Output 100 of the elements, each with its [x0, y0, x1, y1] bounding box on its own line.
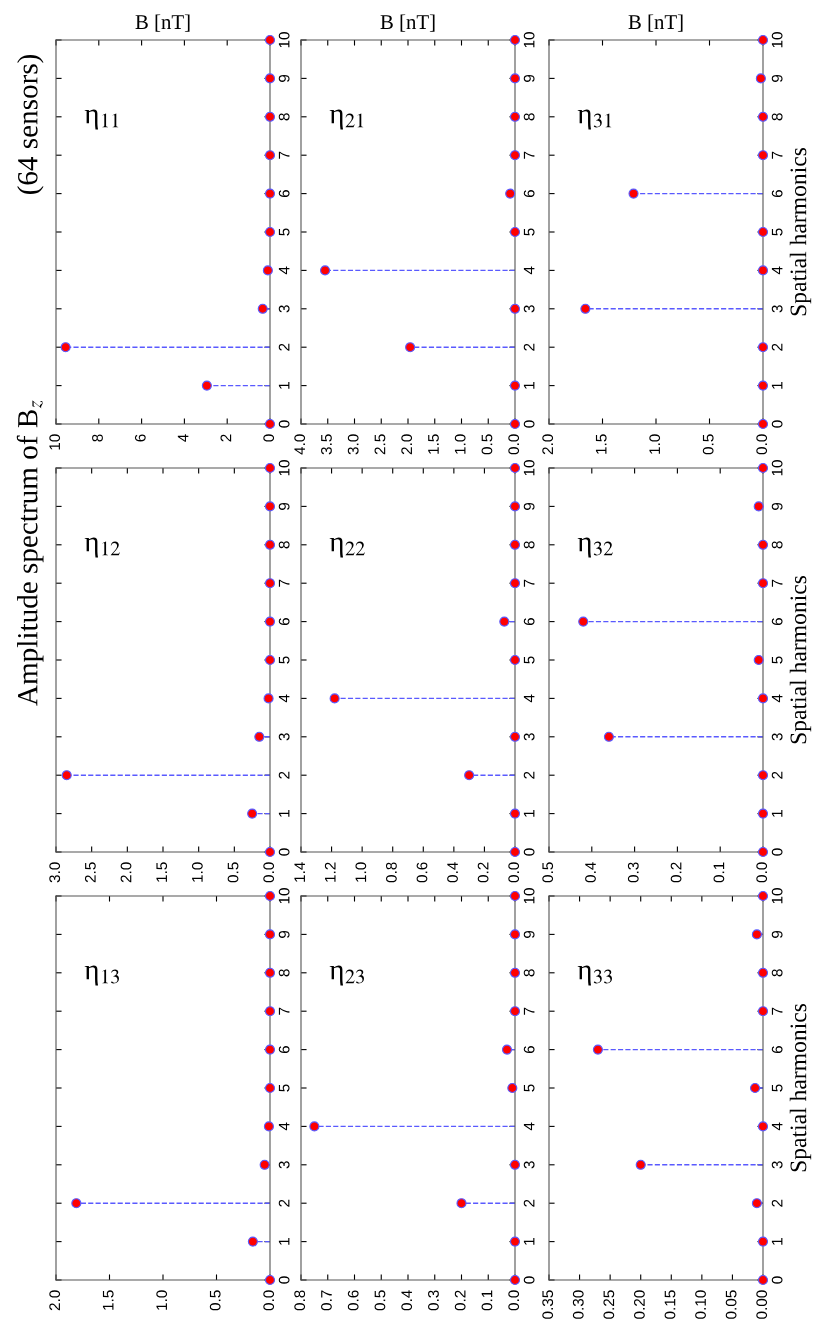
- y-tick-label: 8: [771, 541, 783, 549]
- point: [264, 1006, 276, 1017]
- x-tick-label: 0.20: [634, 1290, 645, 1319]
- point: [509, 380, 521, 391]
- y-tick-label: 9: [523, 74, 535, 82]
- x-tick-label: 0.0: [263, 1290, 275, 1311]
- y-tick-label: 8: [523, 969, 535, 977]
- point: [753, 654, 764, 666]
- y-tick-label: 3: [771, 305, 783, 313]
- x-tick-label: 4.0: [294, 434, 306, 455]
- x-tick-label: 2.0: [49, 1290, 61, 1311]
- point: [264, 226, 276, 238]
- y-tick-label: 3: [278, 1161, 290, 1169]
- x-tick-label: 1.5: [156, 862, 168, 882]
- point: [264, 578, 276, 589]
- y-tick-label: 7: [523, 151, 535, 159]
- point: [509, 226, 521, 238]
- point: [603, 731, 614, 742]
- x-tick-label: 0.7: [321, 1290, 332, 1311]
- y-tick-label: 10: [523, 888, 535, 904]
- point: [757, 342, 769, 353]
- point: [635, 1159, 646, 1170]
- y-tick-label: 0: [278, 848, 290, 856]
- point: [264, 111, 276, 122]
- x-tick-label: 2.0: [401, 434, 413, 455]
- x-tick-label: 0.6: [347, 1290, 359, 1311]
- y-tick-label: 2: [523, 771, 535, 779]
- point: [751, 1198, 762, 1209]
- y-tick-label: 7: [278, 579, 290, 587]
- y-tick-label: 0: [771, 1276, 783, 1284]
- x-tick-label: 1.0: [191, 862, 203, 882]
- point: [757, 111, 769, 122]
- point: [71, 1198, 82, 1209]
- point: [757, 418, 769, 430]
- x-tick-label: 0.1: [481, 1290, 493, 1311]
- y-tick-label: 6: [771, 618, 783, 626]
- point: [580, 303, 591, 314]
- point: [405, 342, 416, 353]
- y-tick-label: 2: [771, 343, 783, 351]
- x-tick-label: 0.5: [227, 862, 239, 883]
- x-tick-label: 0.4: [585, 862, 596, 883]
- point: [757, 578, 769, 589]
- x-tick-label: 0.3: [627, 862, 639, 883]
- y-tick-label: 0: [278, 1276, 290, 1284]
- y-tick-label: 6: [278, 1046, 290, 1054]
- y-tick-label: 0: [771, 420, 783, 428]
- y-tick-label: 0: [523, 420, 535, 428]
- point: [509, 929, 521, 940]
- x-tick-label: 0.2: [454, 1290, 466, 1311]
- x-tick-label: 0.35: [542, 1290, 554, 1319]
- point: [264, 1274, 276, 1286]
- x-tick-label: 0.5: [481, 434, 493, 455]
- point: [264, 501, 276, 512]
- x-tick-label: 2.0: [120, 862, 132, 883]
- y-tick-label: 8: [771, 113, 783, 121]
- y-tick-label: 7: [278, 151, 290, 159]
- x-tick-label: 4: [177, 434, 189, 442]
- x-tick-label: 0.25: [603, 1290, 615, 1319]
- x-tick-label: 1.0: [649, 434, 661, 454]
- point: [757, 1006, 769, 1017]
- x-tick-label: 1.5: [595, 434, 607, 454]
- point: [264, 418, 276, 430]
- y-tick-label: 2: [523, 343, 535, 351]
- annotation: η$_{33}$: [577, 965, 612, 986]
- y-tick-label: 4: [523, 694, 535, 703]
- y-tick-label: 2: [278, 1199, 290, 1207]
- x-tick-label: 0.8: [386, 862, 397, 883]
- x-tick-label: 0.2: [670, 862, 682, 883]
- point: [757, 462, 769, 474]
- y-tick-label: 7: [523, 579, 535, 587]
- y-tick-label: 1: [278, 382, 290, 389]
- point: [264, 929, 276, 940]
- point: [757, 539, 769, 550]
- text: (64 sensors): [17, 54, 44, 195]
- y-tick-label: 10: [278, 32, 290, 48]
- point: [505, 188, 516, 199]
- point: [264, 967, 276, 978]
- point: [757, 770, 769, 781]
- y-tick-label: 0: [523, 848, 535, 856]
- x-tick-label: 0.15: [664, 1290, 676, 1319]
- point: [60, 342, 71, 353]
- y-tick-label: 7: [771, 579, 783, 587]
- point: [264, 188, 276, 199]
- y-tick-label: 10: [771, 460, 783, 476]
- point: [757, 226, 769, 238]
- point: [509, 1236, 521, 1247]
- point: [499, 616, 510, 627]
- x-tick-label: 3.5: [321, 434, 332, 455]
- annotation: η$_{32}$: [577, 537, 613, 558]
- x-tick-label: 0.0: [756, 434, 768, 455]
- y-tick-label: 9: [278, 74, 290, 82]
- point: [264, 616, 276, 627]
- point: [757, 1274, 769, 1286]
- y-tick-label: 5: [523, 228, 535, 236]
- y-tick-label: 8: [523, 541, 535, 549]
- point: [578, 616, 589, 627]
- point: [264, 539, 276, 550]
- y-tick-label: 1: [771, 382, 783, 389]
- point: [464, 770, 475, 781]
- point: [757, 380, 769, 391]
